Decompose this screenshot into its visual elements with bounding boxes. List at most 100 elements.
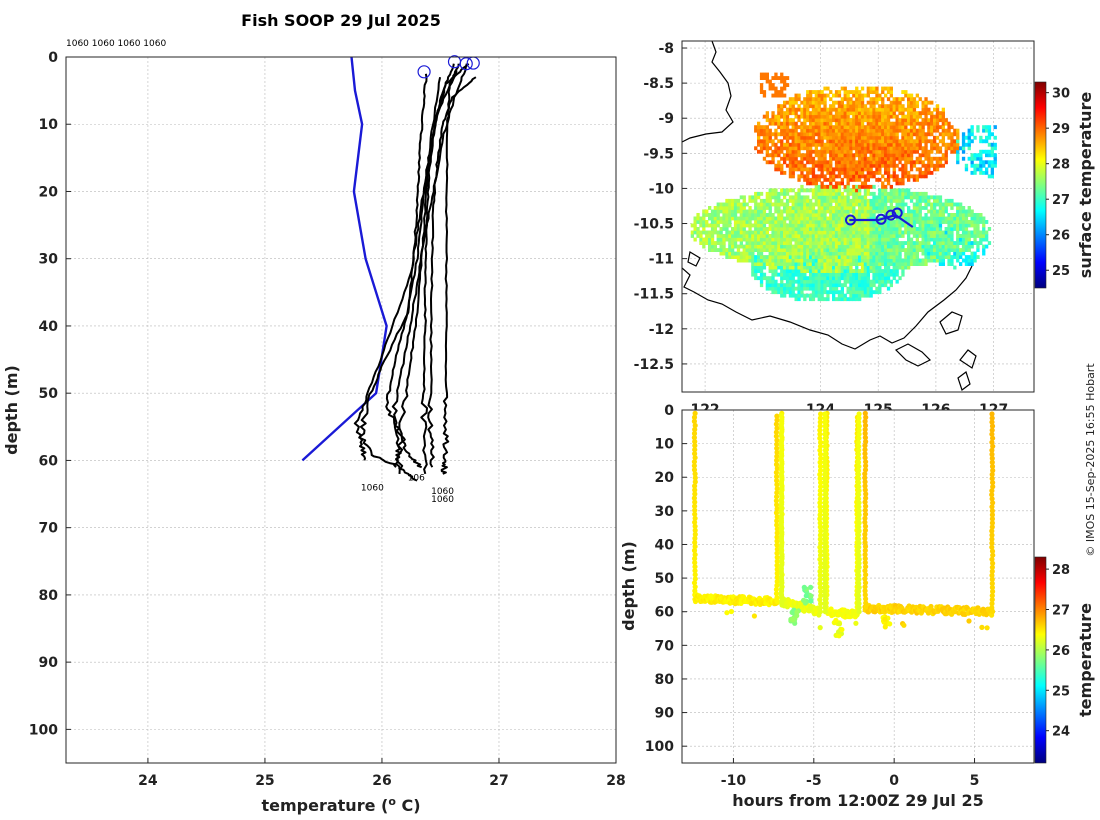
sst-cell-197 (739, 230, 743, 235)
map-y-tick-9: -12.5 (634, 357, 674, 373)
sst-cell-1678 (837, 237, 842, 242)
sst-cell-530 (774, 272, 778, 277)
temp-colorbar-tick-4: 28 (1052, 563, 1070, 578)
sst-cell-1428 (823, 160, 827, 165)
sst-cell-1221 (811, 97, 816, 102)
sst-cell-3347 (941, 251, 945, 256)
sst-cell-540 (774, 237, 778, 242)
sst-cell-3043 (915, 220, 919, 224)
sst-cell-279 (754, 269, 758, 273)
sst-cell-662 (780, 86, 784, 91)
sst-cell-2020 (855, 216, 859, 221)
sst-cell-305 (757, 269, 761, 273)
sst-cell-122 (725, 213, 729, 217)
sst-cell-1243 (814, 223, 818, 228)
sst-cell-2591 (886, 279, 891, 284)
sst-cell-36 (705, 223, 709, 228)
sst-cell-2204 (863, 167, 868, 172)
sst-cell-1464 (826, 237, 830, 242)
ts-point-539 (862, 451, 868, 457)
sst-cell-1774 (843, 297, 847, 302)
sst-cell-701 (783, 132, 787, 137)
sst-cell-2863 (901, 125, 905, 130)
sst-cell-1582 (832, 198, 836, 203)
sst-cell-1934 (849, 118, 853, 123)
sst-cell-1732 (840, 248, 844, 252)
sst-cell-3593 (973, 255, 977, 259)
sst-cell-1726 (840, 269, 844, 273)
sst-cell-2567 (884, 177, 888, 182)
sst-cell-2137 (860, 209, 865, 214)
sst-cell-1954 (852, 248, 856, 252)
sst-cell-57 (710, 223, 715, 228)
profile-frame (65, 56, 617, 764)
sst-cell-1309 (817, 184, 821, 189)
sst-cell-2705 (892, 227, 896, 231)
sst-cell-442 (765, 79, 769, 84)
sst-cell-2981 (909, 135, 914, 140)
sst-cell-1192 (811, 213, 816, 217)
sst-cell-19 (699, 223, 703, 228)
sst-cell-245 (748, 241, 752, 245)
sst-cell-1728 (840, 262, 844, 266)
sst-cell-847 (791, 149, 795, 154)
sst-cell-3023 (912, 125, 917, 130)
sst-cell-546 (774, 216, 778, 221)
sst-cell-3658 (982, 128, 986, 133)
sst-cell-3484 (956, 153, 960, 158)
sst-cell-3384 (944, 216, 948, 221)
sst-cell-2692 (892, 272, 896, 277)
sst-cell-1686 (837, 209, 842, 214)
sst-cell-2778 (895, 121, 899, 126)
sst-cell-2152 (860, 146, 865, 151)
sst-cell-2226 (866, 283, 870, 288)
ts-point-28 (692, 523, 698, 529)
sst-cell-3327 (938, 213, 943, 217)
sst-cell-1812 (843, 146, 847, 151)
sst-cell-1122 (809, 269, 813, 273)
sst-cell-1909 (849, 220, 853, 224)
ts-point-889 (822, 548, 828, 554)
sst-cell-1416 (823, 209, 827, 214)
ts-point-11 (692, 455, 698, 461)
sst-cell-1953 (852, 251, 856, 256)
sst-cell-3208 (927, 125, 931, 130)
sst-cell-3452 (953, 241, 957, 245)
sst-cell-1089 (806, 188, 810, 193)
sst-cell-2762 (895, 191, 899, 196)
sst-cell-1437 (823, 125, 827, 130)
sst-cell-2824 (898, 104, 902, 109)
sst-cell-1212 (811, 128, 816, 133)
sst-cell-518 (771, 121, 775, 126)
sst-cell-3114 (921, 230, 925, 235)
sst-cell-1512 (829, 244, 833, 249)
sst-cell-1605 (832, 100, 836, 105)
ts-point-562 (862, 543, 869, 550)
sst-cell-3425 (950, 255, 954, 259)
sst-cell-332 (757, 128, 761, 133)
ts-point-954 (856, 488, 862, 494)
sst-cell-2528 (881, 121, 885, 126)
sst-cell-965 (800, 279, 804, 284)
sst-cell-273 (751, 213, 755, 217)
sst-cell-2728 (892, 132, 896, 137)
sst-cell-769 (788, 269, 793, 273)
sst-cell-1287 (817, 262, 821, 266)
sst-cell-2669 (889, 174, 893, 179)
sst-cell-1630 (834, 213, 839, 217)
sst-cell-3143 (924, 255, 928, 259)
sst-cell-3169 (924, 142, 928, 147)
sst-cell-2857 (901, 146, 905, 151)
sst-cell-2303 (869, 198, 873, 203)
sst-cell-1838 (846, 258, 850, 263)
sst-cell-233 (745, 230, 749, 235)
ts-point-331 (817, 605, 823, 611)
sst-cell-1182 (811, 248, 816, 252)
sst-cell-3039 (915, 237, 919, 242)
sst-cell-1091 (806, 177, 810, 182)
sst-cell-1542 (829, 139, 833, 144)
sst-cell-3021 (912, 132, 917, 137)
sst-cell-1200 (811, 177, 816, 182)
sst-cell-611 (777, 104, 781, 109)
sst-cell-1964 (852, 213, 856, 217)
